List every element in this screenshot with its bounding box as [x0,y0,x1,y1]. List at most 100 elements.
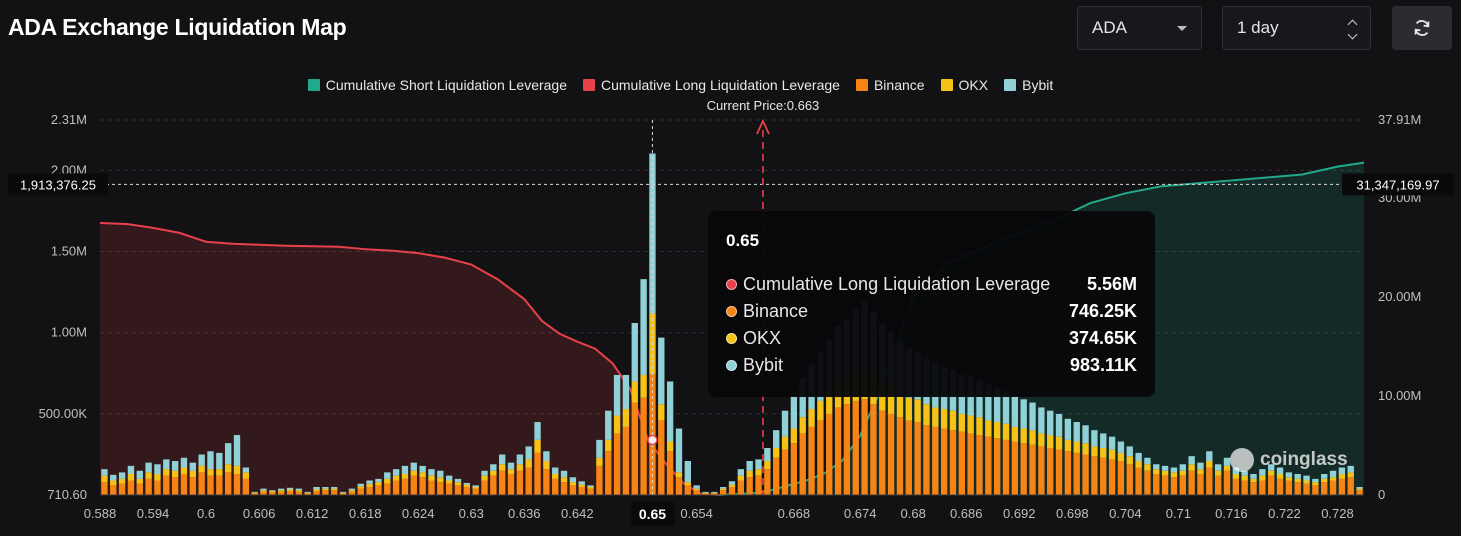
bar-bybit [790,396,798,429]
bar-okx [764,461,771,470]
bar-bybit [976,379,983,418]
y-right-tick-label: 10.00M [1378,388,1421,403]
bar-bybit [145,462,152,473]
bar-okx [1073,441,1080,453]
bar-okx [914,399,921,423]
bar-okx [569,482,577,486]
x-tick-label: 0.624 [402,506,435,521]
y-right-tick-label: 37.91M [1378,112,1421,127]
coinglass-logo-icon [1230,448,1254,472]
bar-bybit [1091,430,1098,447]
bar-okx [932,407,939,427]
x-tick-label: 0.594 [137,506,170,521]
legend-item-3[interactable]: OKX [940,77,988,93]
legend-label: Binance [873,77,925,93]
bar-bybit [313,486,320,490]
bar-okx [1321,478,1328,483]
bar-okx [675,472,683,478]
tooltip-value: 374.65K [1068,328,1137,348]
bar-okx [666,441,674,452]
bar-okx [498,464,506,471]
bar-okx [596,457,603,466]
bar-okx [375,482,382,486]
bar-binance [985,436,992,496]
bar-bybit [1126,446,1133,457]
chart-tooltip: 0.65 Cumulative Long Liquidation Leverag… [708,211,1155,397]
bar-bybit [1161,465,1169,471]
chevron-down-icon [1177,25,1187,31]
bar-bybit [711,491,718,493]
bar-bybit [719,486,727,489]
crosshair-x-label: 0.65 [639,506,666,522]
bar-okx [905,397,912,421]
bar-binance [163,475,170,496]
bar-binance [1303,483,1310,496]
legend-item-2[interactable]: Binance [855,77,925,93]
bar-okx [1020,428,1027,444]
bar-bybit [587,485,594,487]
bar-okx [207,469,214,476]
bar-bybit [1170,467,1178,473]
bar-bybit [295,488,303,491]
bar-okx [331,488,338,491]
bar-binance [1268,475,1275,496]
current-price-label: Current Price:0.663 [707,98,820,113]
x-tick-label: 0.588 [84,506,117,521]
tooltip-dot [726,360,737,371]
bar-bybit [1029,402,1036,431]
legend-item-4[interactable]: Bybit [1004,77,1053,93]
bar-binance [1179,475,1186,496]
x-tick-label: 0.674 [844,506,877,521]
bar-binance [1100,457,1107,496]
bar-okx [437,477,444,483]
bar-binance [525,467,532,496]
bar-okx [781,436,789,450]
x-tick-label: 0.606 [243,506,276,521]
bar-bybit [375,478,382,483]
bar-binance [976,435,983,496]
bar-bybit [993,387,1001,423]
bar-bybit [1064,418,1072,440]
range-select[interactable]: 1 day [1222,6,1371,50]
bar-binance [790,443,798,496]
bar-bybit [331,486,338,489]
bar-okx [1241,475,1248,481]
bar-binance [896,417,904,496]
bar-binance [861,399,868,496]
bar-okx [384,478,391,484]
bar-okx [967,415,974,434]
bar-bybit [1206,451,1213,462]
bar-bybit [242,467,250,473]
bar-bybit [233,435,241,466]
bar-bybit [472,485,479,487]
x-tick-label: 0.71 [1166,506,1191,521]
tooltip-row: Binance 746.25K [726,298,1137,325]
bar-binance [596,465,603,496]
bar-okx [719,488,727,491]
bar-bybit [534,422,541,440]
bar-binance [375,485,382,496]
bar-okx [127,474,135,481]
bar-bybit [1268,464,1275,471]
refresh-button[interactable] [1392,6,1452,50]
bar-okx [1100,448,1107,458]
bar-okx [896,392,904,418]
coin-select[interactable]: ADA [1077,6,1202,50]
bar-binance [154,480,161,496]
watermark-text: coinglass [1260,449,1348,470]
bar-binance [1153,474,1160,496]
bar-bybit [799,378,806,418]
legend-item-0[interactable]: Cumulative Short Liquidation Leverage [307,77,567,93]
bar-okx [392,475,400,481]
bar-bybit [1038,407,1045,434]
bar-okx [136,478,143,484]
legend-item-1[interactable]: Cumulative Long Liquidation Leverage [583,77,840,93]
bar-binance [242,478,250,496]
bar-bybit [419,465,426,473]
bar-okx [101,475,108,483]
bar-bybit [224,443,232,465]
bar-okx [746,470,753,478]
bar-bybit [985,384,992,421]
bar-bybit [110,474,117,481]
bar-okx [401,474,409,479]
